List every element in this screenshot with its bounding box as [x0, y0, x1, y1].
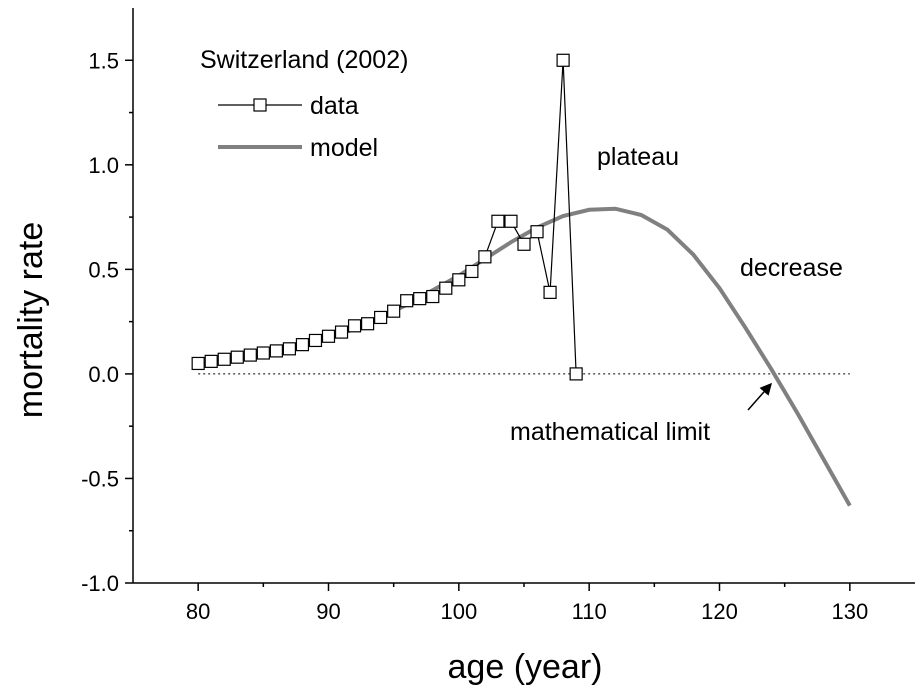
x-tick-label: 120	[701, 599, 738, 624]
data-point	[517, 237, 531, 251]
y-axis-label: mortality rate	[12, 222, 50, 419]
data-point	[504, 214, 518, 228]
data-point	[295, 338, 310, 352]
data-point	[269, 344, 283, 358]
data-point	[556, 53, 570, 67]
data-point	[426, 289, 440, 304]
data-point	[569, 367, 583, 381]
data-point	[230, 350, 244, 364]
data-point	[465, 264, 479, 279]
y-tick-label: 1.5	[88, 48, 119, 73]
y-tick-label: 1.0	[88, 153, 119, 178]
data-point	[491, 214, 505, 228]
y-tick-label: -0.5	[81, 466, 119, 491]
annotation: mathematical limit	[510, 418, 710, 446]
x-tick-label: 110	[572, 599, 607, 624]
annotation-arrow	[747, 382, 772, 411]
data-point	[308, 333, 323, 348]
x-tick-label: 100	[440, 599, 477, 624]
legend-title: Switzerland (2002)	[200, 46, 408, 74]
data-point	[334, 325, 349, 339]
data-point	[282, 342, 296, 356]
data-point	[530, 225, 544, 239]
x-tick-label: 130	[831, 599, 868, 624]
data-point	[478, 250, 492, 264]
data-point	[413, 292, 427, 306]
data-point	[204, 354, 218, 368]
x-axis-label: age (year)	[448, 648, 603, 686]
data-point	[400, 294, 414, 308]
data-point	[347, 319, 362, 333]
annotation: decrease	[740, 254, 843, 282]
data-point	[374, 310, 388, 325]
data-point	[361, 317, 375, 331]
x-tick-label: 90	[316, 599, 340, 624]
data-point	[191, 356, 205, 371]
data-point	[452, 273, 466, 287]
data-point	[387, 304, 401, 318]
y-tick-label: 0.0	[88, 362, 119, 387]
y-tick-label: 0.5	[88, 257, 119, 282]
y-tick-label: -1.0	[81, 571, 119, 596]
data-point	[543, 285, 557, 299]
data-point	[256, 346, 270, 360]
legend-label: data	[310, 92, 359, 120]
data-point	[217, 352, 231, 366]
legend-marker	[253, 98, 267, 112]
data-point	[439, 281, 453, 295]
data-point	[243, 348, 257, 362]
data-point	[321, 329, 336, 343]
x-tick-label: 80	[186, 599, 210, 624]
annotation: plateau	[597, 143, 679, 171]
legend-label: model	[310, 134, 378, 162]
